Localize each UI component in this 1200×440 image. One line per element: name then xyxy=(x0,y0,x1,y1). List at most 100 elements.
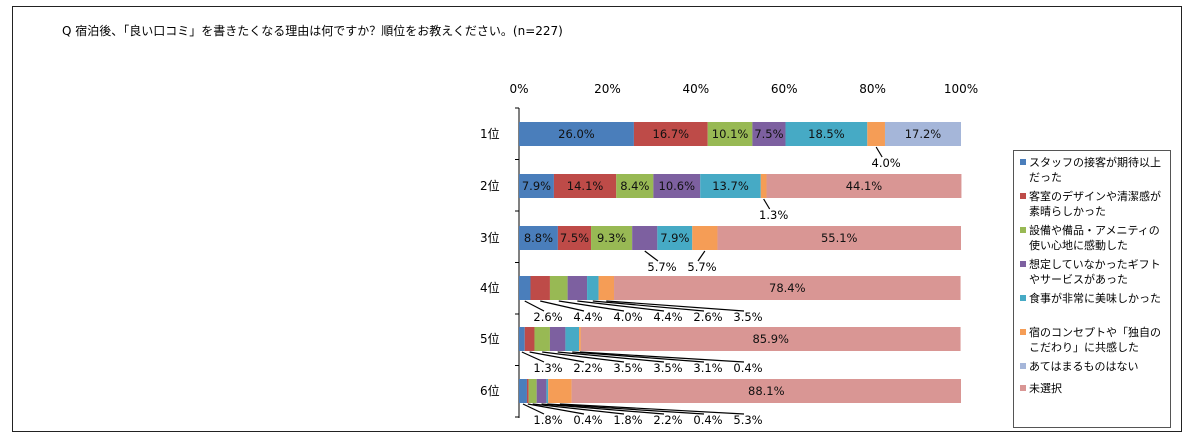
callout-line xyxy=(644,250,659,262)
bar-segment xyxy=(553,174,617,198)
data-label: 85.9% xyxy=(752,332,789,346)
bar-segment xyxy=(884,122,961,146)
callout-line xyxy=(542,351,625,363)
legend-label: あてはまるものはない xyxy=(1029,360,1139,373)
data-label: 3.1% xyxy=(693,361,722,375)
legend-label: 未選択 xyxy=(1029,382,1062,395)
data-label: 44.1% xyxy=(846,179,883,193)
callout-line xyxy=(547,403,705,415)
bar-segment xyxy=(567,276,588,300)
legend-swatch xyxy=(1020,227,1026,233)
x-tick-label: 100% xyxy=(944,82,978,96)
data-label: 0.4% xyxy=(573,413,602,427)
data-label: 17.2% xyxy=(905,127,942,141)
category-label: 3位 xyxy=(480,230,500,245)
data-label: 18.5% xyxy=(808,127,845,141)
chart-question-title: Q 宿泊後、「良い口コミ」を書きたくなる理由は何ですか？順位をお教えください。(… xyxy=(62,24,563,38)
callout-line xyxy=(577,300,665,312)
legend-label: スタッフの接客が期待以上だった xyxy=(1029,156,1161,184)
legend-label: 客室のデザインや清潔感が素晴らしかった xyxy=(1029,190,1161,218)
legend-swatch xyxy=(1020,329,1026,335)
data-label: 1.8% xyxy=(613,413,642,427)
bar-segment xyxy=(587,276,599,300)
bar-segment xyxy=(598,276,615,300)
bar-segment xyxy=(579,327,581,351)
data-label: 3.5% xyxy=(733,310,762,324)
data-label: 88.1% xyxy=(748,384,785,398)
bar-segment xyxy=(760,174,767,198)
data-label: 55.1% xyxy=(821,231,858,245)
data-label: 0.4% xyxy=(733,361,762,375)
callout-line xyxy=(606,300,745,312)
legend-swatch xyxy=(1020,159,1026,165)
data-label: 2.2% xyxy=(653,413,682,427)
x-tick-label: 80% xyxy=(859,82,886,96)
bar-segment xyxy=(519,226,558,250)
bar-segment xyxy=(548,379,572,403)
data-label: 5.7% xyxy=(647,260,676,274)
legend-label: 食事が非常に美味しかった xyxy=(1029,292,1161,305)
legend-item: スタッフの接客が期待以上だった xyxy=(1020,155,1166,189)
data-label: 2.6% xyxy=(693,310,722,324)
legend-swatch xyxy=(1020,261,1026,267)
legend-item: 想定していなかったギフトやサービスがあった xyxy=(1020,257,1166,291)
data-label: 3.5% xyxy=(653,361,682,375)
data-label: 0.4% xyxy=(693,413,722,427)
data-label: 1.3% xyxy=(533,361,562,375)
data-label: 5.3% xyxy=(733,413,762,427)
data-label: 1.8% xyxy=(533,413,562,427)
data-label: 78.4% xyxy=(769,281,806,295)
data-label: 26.0% xyxy=(558,127,595,141)
data-label: 3.5% xyxy=(613,361,642,375)
data-label: 7.9% xyxy=(522,179,551,193)
legend-item: 設備や備品・アメニティの使い心地に感動した xyxy=(1020,223,1166,257)
legend-item: 未選択 xyxy=(1020,381,1166,399)
bar-segment xyxy=(519,174,554,198)
category-label: 5位 xyxy=(480,331,500,346)
legend-swatch xyxy=(1020,193,1026,199)
bar-segment xyxy=(571,379,961,403)
bar-segment xyxy=(526,379,529,403)
legend-label: 想定していなかったギフトやサービスがあった xyxy=(1029,258,1161,286)
legend-swatch xyxy=(1020,385,1026,391)
data-label: 14.1% xyxy=(567,179,604,193)
data-label: 1.3% xyxy=(759,208,788,222)
legend-swatch xyxy=(1020,295,1026,301)
bar-segment xyxy=(519,379,527,403)
callout-line xyxy=(697,250,706,262)
bar-segment xyxy=(519,122,634,146)
data-label: 5.7% xyxy=(687,260,716,274)
bar-segment xyxy=(549,327,566,351)
bar-segment xyxy=(536,379,547,403)
data-label: 10.1% xyxy=(712,127,749,141)
x-tick-label: 40% xyxy=(682,82,709,96)
legend-item: 客室のデザインや清潔感が素晴らしかった xyxy=(1020,189,1166,223)
bar-segment xyxy=(657,226,693,250)
bar-segment xyxy=(519,327,525,351)
data-label: 9.3% xyxy=(597,231,626,245)
legend-item: 宿のコンセプトや「独自のこだわり」に共感した xyxy=(1020,325,1166,359)
chart-frame xyxy=(12,6,1182,432)
callout-line xyxy=(558,300,625,312)
bar-segment xyxy=(752,122,786,146)
bar-segment xyxy=(614,276,961,300)
bar-segment xyxy=(524,327,535,351)
chart-legend: スタッフの接客が期待以上だった 客室のデザインや清潔感が素晴らしかった設備や備品・… xyxy=(1013,150,1171,428)
category-label: 4位 xyxy=(480,280,500,295)
callout-line xyxy=(572,351,705,363)
category-label: 2位 xyxy=(480,178,500,193)
bar-segment xyxy=(591,226,633,250)
category-label: 1位 xyxy=(480,126,500,141)
bar-segment xyxy=(549,276,568,300)
data-label: 4.0% xyxy=(872,156,901,170)
callout-line xyxy=(522,403,545,415)
bar-segment xyxy=(785,122,868,146)
bar-segment xyxy=(565,327,580,351)
data-label: 4.4% xyxy=(573,310,602,324)
x-tick-label: 60% xyxy=(771,82,798,96)
x-tick-label: 20% xyxy=(594,82,621,96)
bar-segment xyxy=(530,276,550,300)
callout-line xyxy=(529,351,585,363)
data-label: 8.8% xyxy=(524,231,553,245)
